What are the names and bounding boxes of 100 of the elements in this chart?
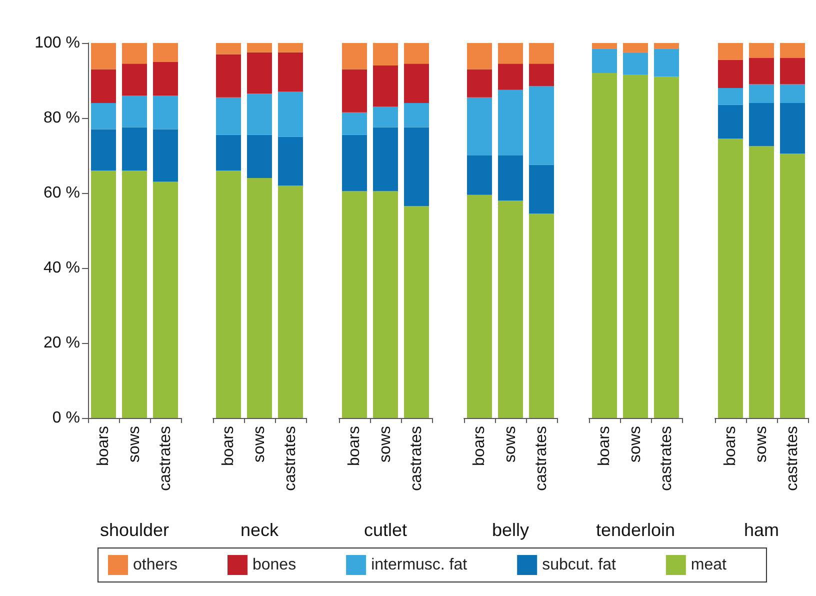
bar	[623, 43, 648, 52]
x-axis-title: cutlet	[364, 520, 407, 540]
x-tick-label: sows	[251, 426, 268, 462]
bar	[498, 64, 523, 90]
bar	[216, 134, 242, 170]
bar	[247, 52, 272, 94]
bar	[91, 170, 116, 418]
bar	[153, 96, 178, 130]
bar	[718, 138, 742, 418]
bar	[466, 43, 492, 70]
bar	[592, 43, 618, 49]
bar	[153, 129, 178, 182]
bar	[718, 88, 742, 105]
bar	[718, 43, 742, 60]
bar	[122, 127, 147, 170]
x-tick-label: boars	[596, 426, 614, 466]
bar	[528, 64, 554, 86]
bar	[498, 90, 523, 156]
x-axis-title: tenderloin	[596, 520, 676, 540]
bar	[247, 178, 272, 418]
bar	[718, 104, 742, 139]
bar	[153, 62, 178, 96]
x-tick-label: boars	[346, 426, 363, 466]
bar	[342, 43, 367, 70]
bar	[748, 58, 774, 84]
bar	[247, 94, 272, 135]
x-tick-label: sows	[376, 426, 394, 462]
bar	[91, 69, 116, 103]
y-tick-label: 100 %	[34, 34, 80, 52]
x-tick-label: boars	[220, 426, 238, 466]
y-tick-label: 0 %	[52, 410, 80, 426]
y-tick-label: 20 %	[44, 334, 80, 352]
bar	[153, 43, 178, 62]
bar	[216, 97, 242, 135]
x-tick-label: boars	[95, 426, 112, 466]
bar	[216, 54, 242, 98]
bar	[498, 200, 523, 418]
x-tick-label: sows	[502, 426, 519, 462]
y-tick-label: 60 %	[44, 184, 80, 202]
bar	[278, 186, 304, 418]
bar	[748, 103, 774, 146]
bar	[372, 191, 398, 418]
bar	[718, 60, 742, 88]
bar	[278, 52, 304, 92]
bar	[278, 43, 304, 52]
bar	[342, 69, 367, 112]
bar	[592, 48, 618, 73]
bar	[404, 43, 429, 64]
bar	[122, 43, 147, 64]
bar	[654, 43, 680, 49]
bar	[466, 97, 492, 156]
y-tick-label: 80 %	[44, 110, 80, 126]
bar	[623, 74, 648, 418]
bar	[748, 146, 774, 418]
x-tick-label: castrates	[784, 426, 800, 491]
bar	[623, 52, 648, 75]
bar	[216, 170, 242, 418]
bar	[466, 156, 492, 195]
x-tick-label: boars	[722, 426, 738, 466]
x-tick-label: castrates	[282, 426, 300, 491]
legend-label: subcut. fat	[542, 556, 616, 574]
bar	[278, 136, 304, 186]
bar	[372, 127, 398, 192]
x-axis-title: neck	[240, 520, 280, 540]
legend-label: meat	[690, 556, 728, 574]
bar	[654, 48, 680, 77]
bar	[466, 194, 492, 418]
bar	[654, 76, 680, 418]
bar	[498, 43, 523, 64]
bar	[780, 43, 804, 58]
bar	[372, 66, 398, 107]
y-tick-label: 40 %	[44, 260, 80, 276]
bar	[342, 112, 367, 135]
bar	[404, 127, 429, 206]
bar	[528, 43, 554, 64]
bar	[528, 86, 554, 165]
x-tick-label: sows	[752, 426, 770, 462]
bar	[342, 134, 367, 192]
bar	[247, 43, 272, 52]
bar	[466, 69, 492, 98]
bar	[153, 182, 178, 418]
bar	[372, 106, 398, 128]
x-axis-title: ham	[743, 520, 779, 540]
bar	[91, 129, 116, 170]
bar	[91, 43, 116, 70]
x-axis-title: shoulder	[100, 520, 170, 540]
x-tick-label: sows	[627, 426, 644, 462]
x-tick-label: boars	[470, 426, 488, 466]
legend-label: bones	[252, 556, 296, 574]
bar	[528, 214, 554, 418]
x-tick-label: castrates	[658, 426, 676, 491]
x-tick-label: sows	[126, 426, 143, 462]
legend-label: intermusc. fat	[371, 556, 468, 574]
bar	[122, 64, 147, 96]
bar	[780, 58, 804, 84]
x-tick-label: castrates	[532, 426, 550, 491]
bar	[247, 134, 272, 178]
bar	[528, 164, 554, 214]
bar	[748, 43, 774, 58]
x-tick-label: castrates	[408, 426, 425, 491]
